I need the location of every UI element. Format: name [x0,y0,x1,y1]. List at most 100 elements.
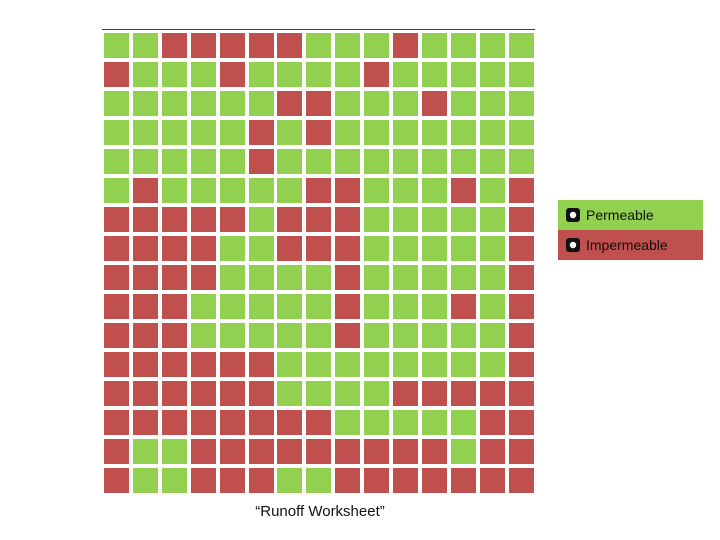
cell-permeable [364,207,389,232]
cell-impermeable [277,207,302,232]
cell-permeable [277,294,302,319]
cell-permeable [277,149,302,174]
cell-permeable [277,381,302,406]
cell-impermeable [133,323,158,348]
cell-permeable [104,120,129,145]
cell-permeable [364,33,389,58]
cell-permeable [277,323,302,348]
cell-permeable [335,410,360,435]
cell-permeable [451,207,476,232]
cell-impermeable [480,381,505,406]
cell-permeable [451,33,476,58]
cell-impermeable [191,236,216,261]
cell-impermeable [422,439,447,464]
cell-permeable [393,91,418,116]
cell-permeable [133,468,158,493]
cell-permeable [133,33,158,58]
caption: “Runoff Worksheet” [255,503,385,520]
cell-permeable [220,120,245,145]
cell-permeable [249,265,274,290]
cell-impermeable [509,468,534,493]
cell-permeable [249,236,274,261]
cell-permeable [306,33,331,58]
cell-permeable [364,178,389,203]
cell-permeable [451,439,476,464]
cell-permeable [220,323,245,348]
circle-bullet-icon [566,208,580,222]
cell-impermeable [364,468,389,493]
cell-permeable [104,33,129,58]
cell-impermeable [249,381,274,406]
cell-permeable [509,33,534,58]
cell-permeable [306,149,331,174]
cell-permeable [306,381,331,406]
cell-permeable [104,91,129,116]
cell-impermeable [306,410,331,435]
cell-permeable [422,62,447,87]
cell-permeable [364,236,389,261]
legend-label-permeable: Permeable [586,207,654,223]
cell-permeable [364,91,389,116]
cell-permeable [451,323,476,348]
cell-impermeable [162,236,187,261]
cell-permeable [220,265,245,290]
cell-permeable [480,323,505,348]
cell-impermeable [335,178,360,203]
cell-impermeable [335,265,360,290]
cell-permeable [451,120,476,145]
cell-impermeable [133,410,158,435]
cell-permeable [451,352,476,377]
cell-permeable [480,265,505,290]
cell-impermeable [509,236,534,261]
cell-permeable [451,265,476,290]
cell-impermeable [480,410,505,435]
cell-permeable [220,149,245,174]
cell-impermeable [133,381,158,406]
cell-permeable [306,62,331,87]
cell-permeable [220,178,245,203]
cell-permeable [422,178,447,203]
cell-permeable [191,294,216,319]
cell-permeable [364,120,389,145]
cell-permeable [220,91,245,116]
cell-permeable [133,149,158,174]
cell-permeable [480,294,505,319]
cell-impermeable [422,468,447,493]
cell-impermeable [104,323,129,348]
cell-permeable [162,439,187,464]
cell-permeable [249,323,274,348]
cell-permeable [393,294,418,319]
cell-permeable [393,236,418,261]
cell-permeable [335,62,360,87]
cell-permeable [162,468,187,493]
cell-impermeable [162,33,187,58]
cell-permeable [306,265,331,290]
cell-permeable [162,149,187,174]
cell-impermeable [306,207,331,232]
cell-impermeable [220,468,245,493]
cell-permeable [277,468,302,493]
land-cover-grid [102,31,535,495]
cell-impermeable [249,352,274,377]
cell-impermeable [335,236,360,261]
cell-impermeable [451,468,476,493]
legend-label-impermeable: Impermeable [586,237,668,253]
cell-impermeable [162,352,187,377]
cell-permeable [162,91,187,116]
cell-impermeable [509,439,534,464]
cell-impermeable [306,439,331,464]
legend-item-permeable: Permeable [558,200,703,230]
cell-impermeable [509,410,534,435]
cell-impermeable [220,207,245,232]
cell-permeable [480,236,505,261]
cell-impermeable [104,236,129,261]
cell-permeable [104,178,129,203]
cell-permeable [335,91,360,116]
cell-permeable [133,439,158,464]
cell-permeable [364,323,389,348]
cell-permeable [277,352,302,377]
cell-permeable [422,120,447,145]
cell-impermeable [335,207,360,232]
cell-impermeable [393,468,418,493]
cell-impermeable [104,62,129,87]
